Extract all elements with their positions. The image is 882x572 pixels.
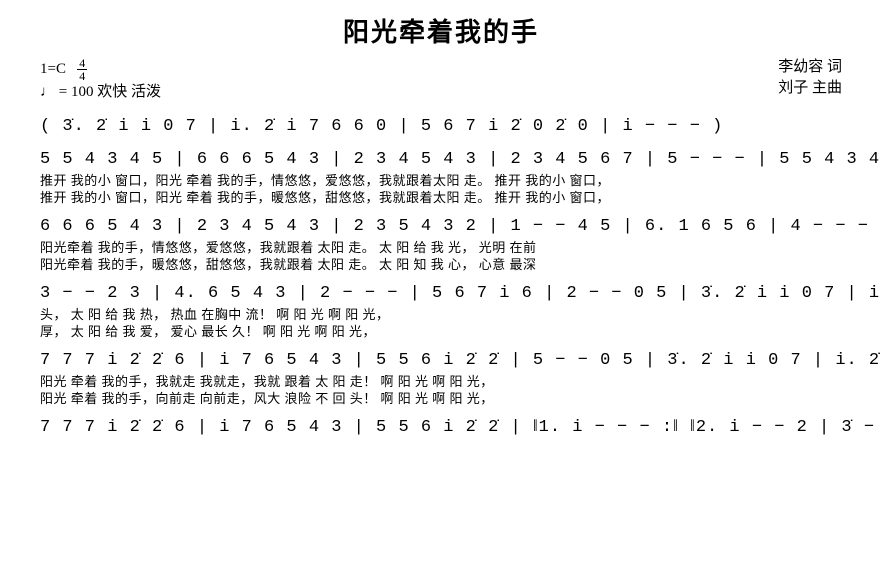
tempo-marking: ♩ = 100 欢快 活泼 (40, 82, 161, 103)
score-line-group: ( 3̇. 2̇ i i 0 7 | i. 2̇ i 7 6 6 0 | 5 6… (40, 113, 842, 140)
header-right: 李幼容 词 刘子 主曲 (778, 57, 842, 103)
score-line-group: 5 5 4 3 4 5 | 6 6 6 5 4 3 | 2 3 4 5 4 3 … (40, 146, 842, 207)
song-title: 阳光牵着我的手 (40, 12, 842, 49)
lyrics-line: 阳光牵着 我的手，暖悠悠，甜悠悠，我就跟着 太阳 走。 太 阳 知 我 心， 心… (40, 257, 842, 274)
score-header: 1=C 4 4 ♩ = 100 欢快 活泼 李幼容 词 刘子 主曲 (40, 57, 842, 103)
notation-line: 6 6 6 5 4 3 | 2 3 4 5 4 3 | 2 3 5 4 3 2 … (40, 213, 842, 240)
lyrics-line: 头， 太 阳 给 我 热， 热血 在胸中 流！ 啊 阳 光 啊 阳 光， (40, 307, 842, 324)
lyricist-label: 李幼容 词 (778, 57, 842, 78)
composer-label: 刘子 主曲 (778, 78, 842, 99)
score-line-group: 7 7 7 i 2̇ 2̇ 6 | i 7 6 5 4 3 | 5 5 6 i … (40, 347, 842, 408)
score-line-group: 6 6 6 5 4 3 | 2 3 4 5 4 3 | 2 3 5 4 3 2 … (40, 213, 842, 274)
lyrics-line: 阳光 牵着 我的手，我就走 我就走，我就 跟着 太 阳 走！ 啊 阳 光 啊 阳… (40, 374, 842, 391)
score-line-group: 3 − − 2 3 | 4. 6 5 4 3 | 2 − − − | 5 6 7… (40, 280, 842, 341)
notation-line: 7 7 7 i 2̇ 2̇ 6 | i 7 6 5 4 3 | 5 5 6 i … (40, 347, 842, 374)
lyrics-line: 阳光牵着 我的手，情悠悠，爱悠悠，我就跟着 太阳 走。 太 阳 给 我 光， 光… (40, 240, 842, 257)
notation-line: 7 7 7 i 2̇ 2̇ 6 | i 7 6 5 4 3 | 5 5 6 i … (40, 414, 842, 441)
key-time-line: 1=C 4 4 (40, 57, 161, 82)
key-signature: 1=C (40, 61, 66, 77)
notation-line: ( 3̇. 2̇ i i 0 7 | i. 2̇ i 7 6 6 0 | 5 6… (40, 113, 842, 140)
lyrics-line: 阳光 牵着 我的手，向前走 向前走，风大 浪险 不 回 头！ 啊 阳 光 啊 阳… (40, 391, 842, 408)
lyrics-line: 推开 我的小 窗口，阳光 牵着 我的手，暖悠悠，甜悠悠，我就跟着太阳 走。 推开… (40, 190, 842, 207)
notation-line: 5 5 4 3 4 5 | 6 6 6 5 4 3 | 2 3 4 5 4 3 … (40, 146, 842, 173)
music-score: ( 3̇. 2̇ i i 0 7 | i. 2̇ i 7 6 6 0 | 5 6… (40, 113, 842, 441)
score-line-group: 7 7 7 i 2̇ 2̇ 6 | i 7 6 5 4 3 | 5 5 6 i … (40, 414, 842, 441)
lyrics-line: 厚， 太 阳 给 我 爱， 爱心 最长 久！ 啊 阳 光 啊 阳 光， (40, 324, 842, 341)
header-left: 1=C 4 4 ♩ = 100 欢快 活泼 (40, 57, 161, 103)
time-signature: 4 4 (77, 57, 87, 82)
notation-line: 3 − − 2 3 | 4. 6 5 4 3 | 2 − − − | 5 6 7… (40, 280, 842, 307)
time-denominator: 4 (77, 70, 87, 82)
lyrics-line: 推开 我的小 窗口，阳光 牵着 我的手，情悠悠，爱悠悠，我就跟着太阳 走。 推开… (40, 173, 842, 190)
